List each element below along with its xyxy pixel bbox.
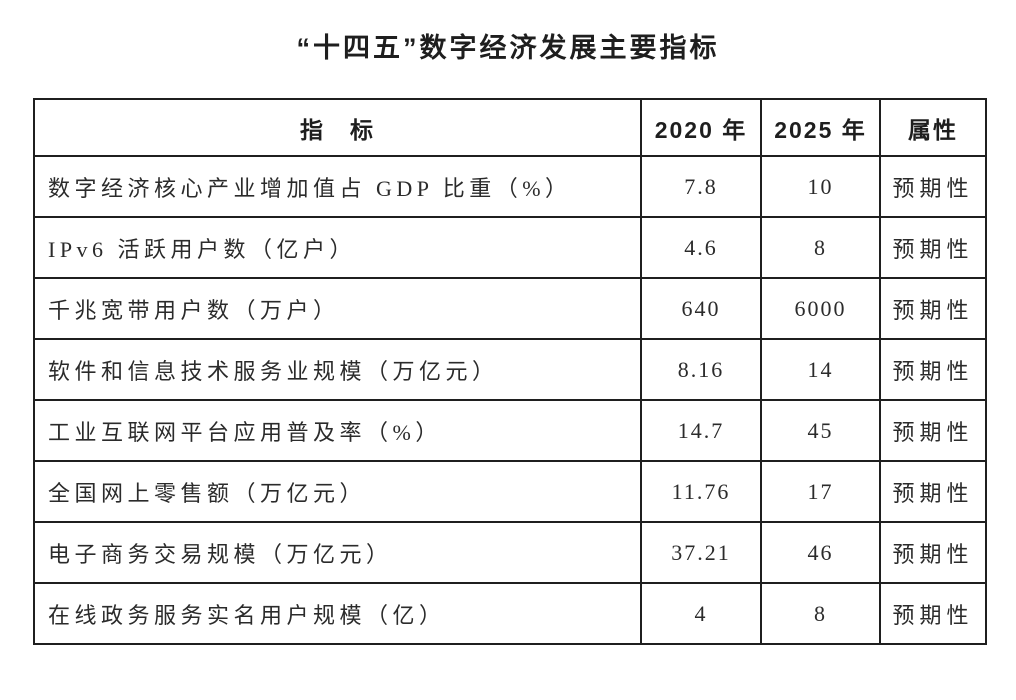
col-header-indicator: 指 标 bbox=[33, 98, 642, 157]
table-row: 全国网上零售额（万亿元） 11.76 17 预期性 bbox=[33, 460, 987, 523]
attribute-cell: 预期性 bbox=[879, 155, 987, 218]
value-2020-cell: 4 bbox=[640, 582, 762, 645]
value-2025-cell: 6000 bbox=[760, 277, 881, 340]
page-title: “十四五”数字经济发展主要指标 bbox=[296, 33, 720, 63]
indicator-cell: 数字经济核心产业增加值占 GDP 比重（%） bbox=[33, 155, 642, 218]
indicator-cell: 电子商务交易规模（万亿元） bbox=[33, 521, 642, 584]
table-row: 在线政务服务实名用户规模（亿） 4 8 预期性 bbox=[33, 582, 987, 645]
indicator-cell: 在线政务服务实名用户规模（亿） bbox=[33, 582, 642, 645]
value-2025-cell: 45 bbox=[760, 399, 881, 462]
value-2020-cell: 7.8 bbox=[640, 155, 762, 218]
attribute-cell: 预期性 bbox=[879, 582, 987, 645]
col-header-attribute: 属性 bbox=[879, 98, 987, 157]
table-row: 工业互联网平台应用普及率（%） 14.7 45 预期性 bbox=[33, 399, 987, 462]
col-header-2020: 2020 年 bbox=[640, 98, 762, 157]
indicator-cell: IPv6 活跃用户数（亿户） bbox=[33, 216, 642, 279]
value-2020-cell: 640 bbox=[640, 277, 762, 340]
attribute-cell: 预期性 bbox=[879, 521, 987, 584]
table-row: 千兆宽带用户数（万户） 640 6000 预期性 bbox=[33, 277, 987, 340]
attribute-cell: 预期性 bbox=[879, 460, 987, 523]
value-2020-cell: 14.7 bbox=[640, 399, 762, 462]
value-2025-cell: 8 bbox=[760, 582, 881, 645]
value-2020-cell: 11.76 bbox=[640, 460, 762, 523]
value-2020-cell: 37.21 bbox=[640, 521, 762, 584]
table-row: IPv6 活跃用户数（亿户） 4.6 8 预期性 bbox=[33, 216, 987, 279]
value-2025-cell: 46 bbox=[760, 521, 881, 584]
value-2025-cell: 14 bbox=[760, 338, 881, 401]
table-row: 数字经济核心产业增加值占 GDP 比重（%） 7.8 10 预期性 bbox=[33, 155, 987, 218]
indicator-cell: 全国网上零售额（万亿元） bbox=[33, 460, 642, 523]
value-2025-cell: 10 bbox=[760, 155, 881, 218]
table-row: 电子商务交易规模（万亿元） 37.21 46 预期性 bbox=[33, 521, 987, 584]
attribute-cell: 预期性 bbox=[879, 338, 987, 401]
indicator-cell: 软件和信息技术服务业规模（万亿元） bbox=[33, 338, 642, 401]
attribute-cell: 预期性 bbox=[879, 399, 987, 462]
indicator-cell: 千兆宽带用户数（万户） bbox=[33, 277, 642, 340]
value-2025-cell: 17 bbox=[760, 460, 881, 523]
indicators-table: 指 标 2020 年 2025 年 属性 数字经济核心产业增加值占 GDP 比重… bbox=[33, 98, 987, 645]
value-2020-cell: 8.16 bbox=[640, 338, 762, 401]
table-row: 软件和信息技术服务业规模（万亿元） 8.16 14 预期性 bbox=[33, 338, 987, 401]
document-page: “十四五”数字经济发展主要指标 指 标 2020 年 2025 年 属性 数字经… bbox=[0, 26, 1016, 700]
col-header-2025: 2025 年 bbox=[760, 98, 881, 157]
header-row: 指 标 2020 年 2025 年 属性 bbox=[33, 98, 987, 157]
value-2020-cell: 4.6 bbox=[640, 216, 762, 279]
attribute-cell: 预期性 bbox=[879, 277, 987, 340]
attribute-cell: 预期性 bbox=[879, 216, 987, 279]
value-2025-cell: 8 bbox=[760, 216, 881, 279]
indicator-cell: 工业互联网平台应用普及率（%） bbox=[33, 399, 642, 462]
